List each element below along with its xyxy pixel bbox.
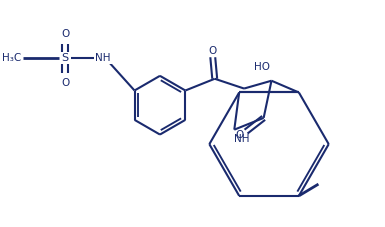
Text: O: O [61,78,69,88]
Text: O: O [209,46,217,56]
Text: S: S [62,53,69,63]
Text: NH: NH [95,53,111,63]
Text: O: O [235,130,243,140]
Text: O: O [61,29,69,39]
Text: NH: NH [234,134,250,144]
Text: H₃C: H₃C [2,53,21,63]
Text: HO: HO [254,62,270,72]
